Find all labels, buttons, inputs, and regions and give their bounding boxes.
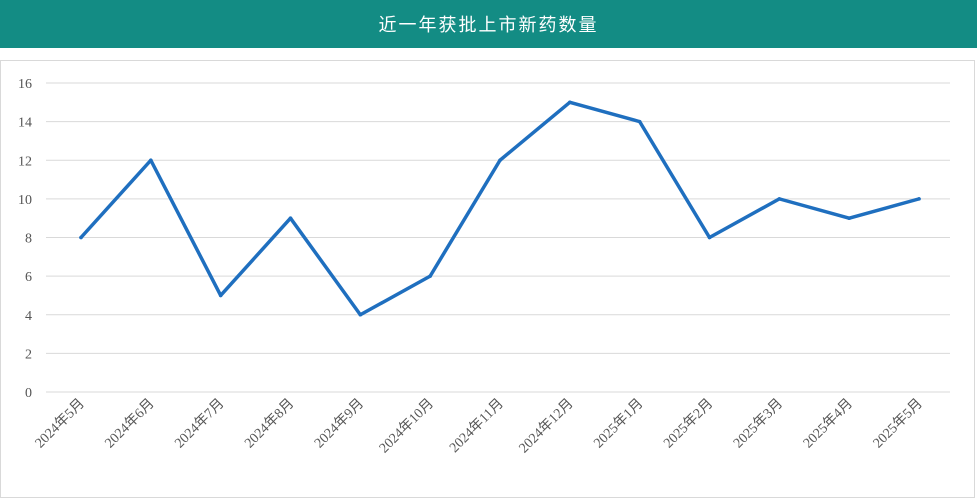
data-point xyxy=(917,197,921,201)
x-tick-label: 2024年11月 xyxy=(446,396,506,456)
y-tick-label: 6 xyxy=(25,270,32,285)
y-tick-label: 12 xyxy=(18,154,32,169)
x-axis-ticks: 2024年5月 2024年6月 2024年7月 2024年8月 2024年9月 2024年… xyxy=(32,396,926,457)
x-tick-label: 2024年7月 xyxy=(172,396,228,452)
x-tick-label: 2025年5月 xyxy=(870,396,926,452)
y-axis-ticks: 0 2 4 6 8 10 12 14 16 xyxy=(18,77,32,401)
x-tick-label: 2024年9月 xyxy=(311,396,367,452)
data-point xyxy=(218,293,223,298)
series-layer xyxy=(79,100,921,317)
x-tick-label: 2024年8月 xyxy=(241,396,297,452)
x-tick-label: 2024年10月 xyxy=(376,396,437,457)
y-tick-label: 4 xyxy=(25,309,32,324)
data-point xyxy=(637,119,642,124)
chart-frame xyxy=(0,60,975,498)
data-point xyxy=(777,197,782,201)
data-point xyxy=(428,274,432,278)
x-tick-label: 2024年12月 xyxy=(516,396,577,457)
y-tick-label: 14 xyxy=(18,116,32,131)
data-point xyxy=(288,216,293,220)
grid-lines xyxy=(46,82,950,393)
data-point xyxy=(358,312,363,317)
data-point xyxy=(568,100,572,105)
x-tick-label: 2025年3月 xyxy=(730,396,786,452)
chart-title: 近一年获批上市新药数量 xyxy=(378,15,599,36)
series-line xyxy=(79,100,921,317)
y-tick-label: 10 xyxy=(18,193,32,208)
data-point xyxy=(149,158,153,163)
data-point xyxy=(847,216,851,220)
x-tick-label: 2025年1月 xyxy=(591,396,647,452)
y-tick-label: 8 xyxy=(25,232,32,247)
y-tick-label: 16 xyxy=(18,77,32,92)
x-tick-label: 2025年2月 xyxy=(660,396,716,452)
chart-title-bar: 近一年获批上市新药数量 xyxy=(0,0,977,48)
x-tick-label: 2024年5月 xyxy=(32,396,88,452)
y-tick-label: 2 xyxy=(25,347,32,362)
x-tick-label: 2025年4月 xyxy=(800,396,856,452)
x-tick-label: 2024年6月 xyxy=(102,396,158,452)
data-point xyxy=(498,158,502,163)
data-point xyxy=(79,235,83,240)
y-tick-label: 0 xyxy=(25,386,32,401)
data-point xyxy=(707,235,712,240)
